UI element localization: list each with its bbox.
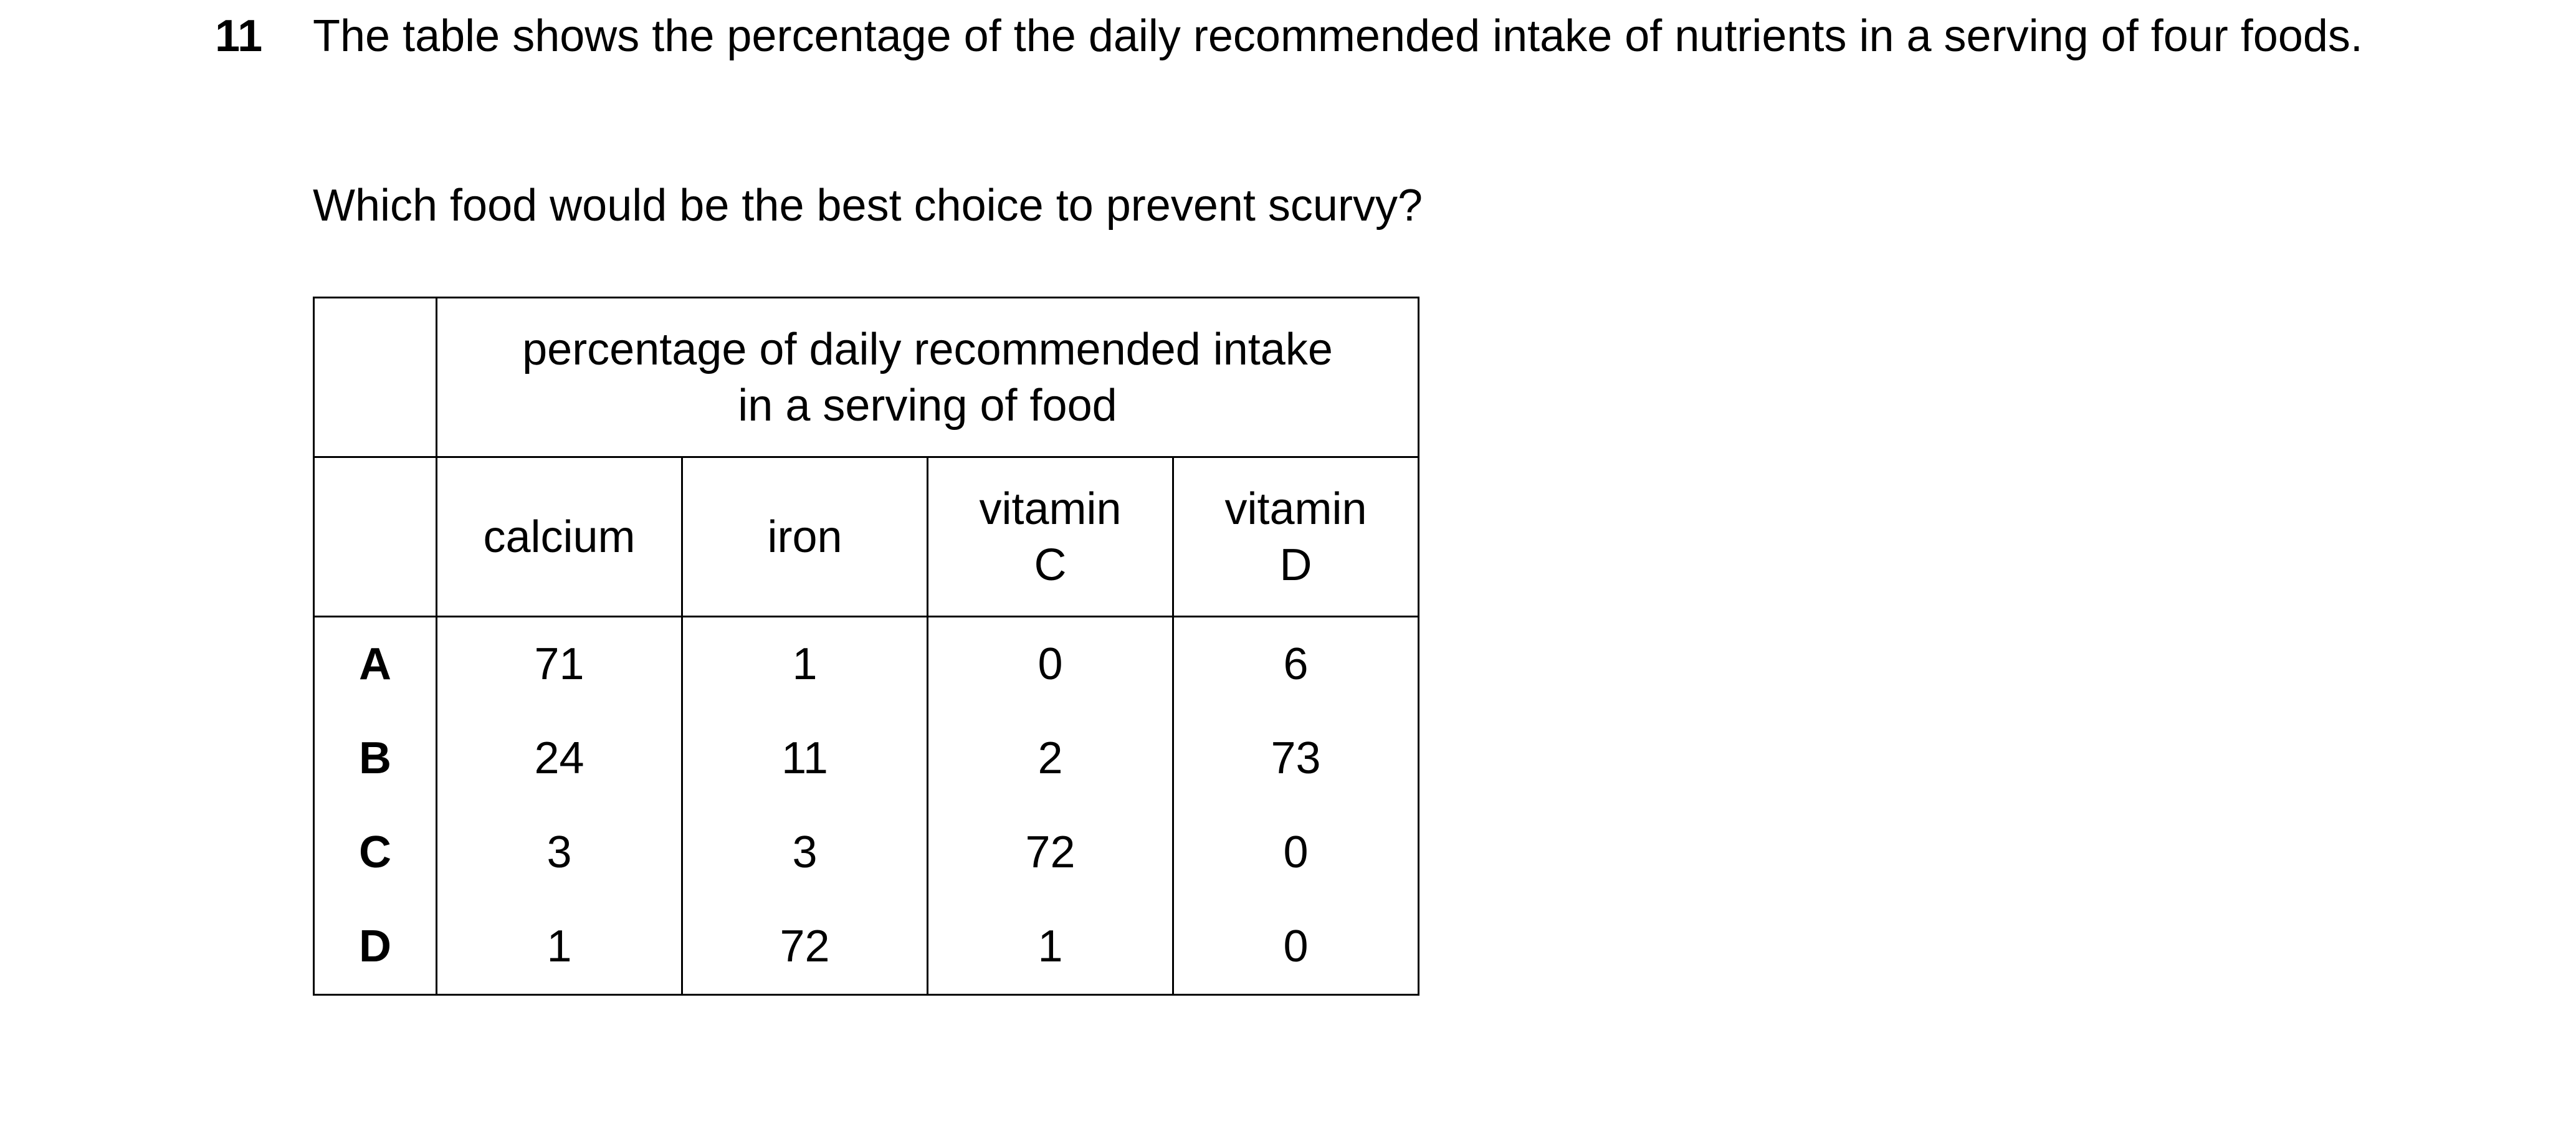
- row-label-a: A: [359, 639, 391, 689]
- table-cell: 1: [1038, 922, 1063, 971]
- column-header-line-2: C: [1034, 540, 1067, 590]
- column-header-calcium: calcium: [436, 456, 683, 617]
- table-cell: 0: [1038, 639, 1063, 689]
- table-cell: 72: [1025, 827, 1076, 877]
- table-cell: 24: [534, 733, 584, 783]
- question-stem: The table shows the percentage of the da…: [313, 11, 2363, 61]
- question-number: 11: [215, 11, 263, 61]
- row-labels-column: A B C D: [313, 616, 437, 996]
- row-label-c: C: [359, 827, 391, 877]
- table-column-header-row: calcium iron vitamin C vitamin D: [313, 456, 1419, 617]
- question-prompt: Which food would be the best choice to p…: [313, 181, 1423, 231]
- table-cell: 73: [1271, 733, 1321, 783]
- table-group-header-row: percentage of daily recommended intake i…: [313, 297, 1419, 458]
- row-label-d: D: [359, 922, 391, 971]
- iron-values-column: 1 11 3 72: [681, 616, 928, 996]
- table-corner-cell: [313, 297, 437, 458]
- group-header-line-1: percentage of daily recommended intake: [522, 324, 1333, 374]
- table-cell: 3: [792, 827, 818, 877]
- column-header-vitamin-c: vitamin C: [927, 456, 1174, 617]
- table-cell: 0: [1283, 827, 1309, 877]
- nutrient-table: percentage of daily recommended intake i…: [313, 297, 1419, 996]
- column-header-line-2: D: [1279, 540, 1312, 590]
- table-cell: 11: [781, 733, 828, 783]
- column-header-line-1: calcium: [483, 512, 636, 562]
- table-cell: 2: [1038, 733, 1063, 783]
- table-cell: 3: [546, 827, 572, 877]
- table-cell: 71: [534, 639, 584, 689]
- table-data-row: A B C D 71 24 3 1 1 11 3 72 0 2 72 1 6 7…: [313, 616, 1419, 996]
- table-cell: 1: [546, 922, 572, 971]
- table-cell: 1: [792, 639, 818, 689]
- table-group-header: percentage of daily recommended intake i…: [436, 297, 1419, 458]
- row-label-b: B: [359, 733, 391, 783]
- column-header-iron: iron: [681, 456, 928, 617]
- column-header-vitamin-d: vitamin D: [1172, 456, 1419, 617]
- vitamin-d-values-column: 6 73 0 0: [1172, 616, 1419, 996]
- column-header-line-1: vitamin: [1224, 484, 1367, 534]
- table-cell: 0: [1283, 922, 1309, 971]
- group-header-line-2: in a serving of food: [738, 380, 1117, 431]
- calcium-values-column: 71 24 3 1: [436, 616, 683, 996]
- table-row-label-header: [313, 456, 437, 617]
- column-header-line-1: vitamin: [979, 484, 1122, 534]
- table-cell: 6: [1283, 639, 1309, 689]
- column-header-line-1: iron: [767, 512, 842, 562]
- table-cell: 72: [780, 922, 830, 971]
- vitamin-c-values-column: 0 2 72 1: [927, 616, 1174, 996]
